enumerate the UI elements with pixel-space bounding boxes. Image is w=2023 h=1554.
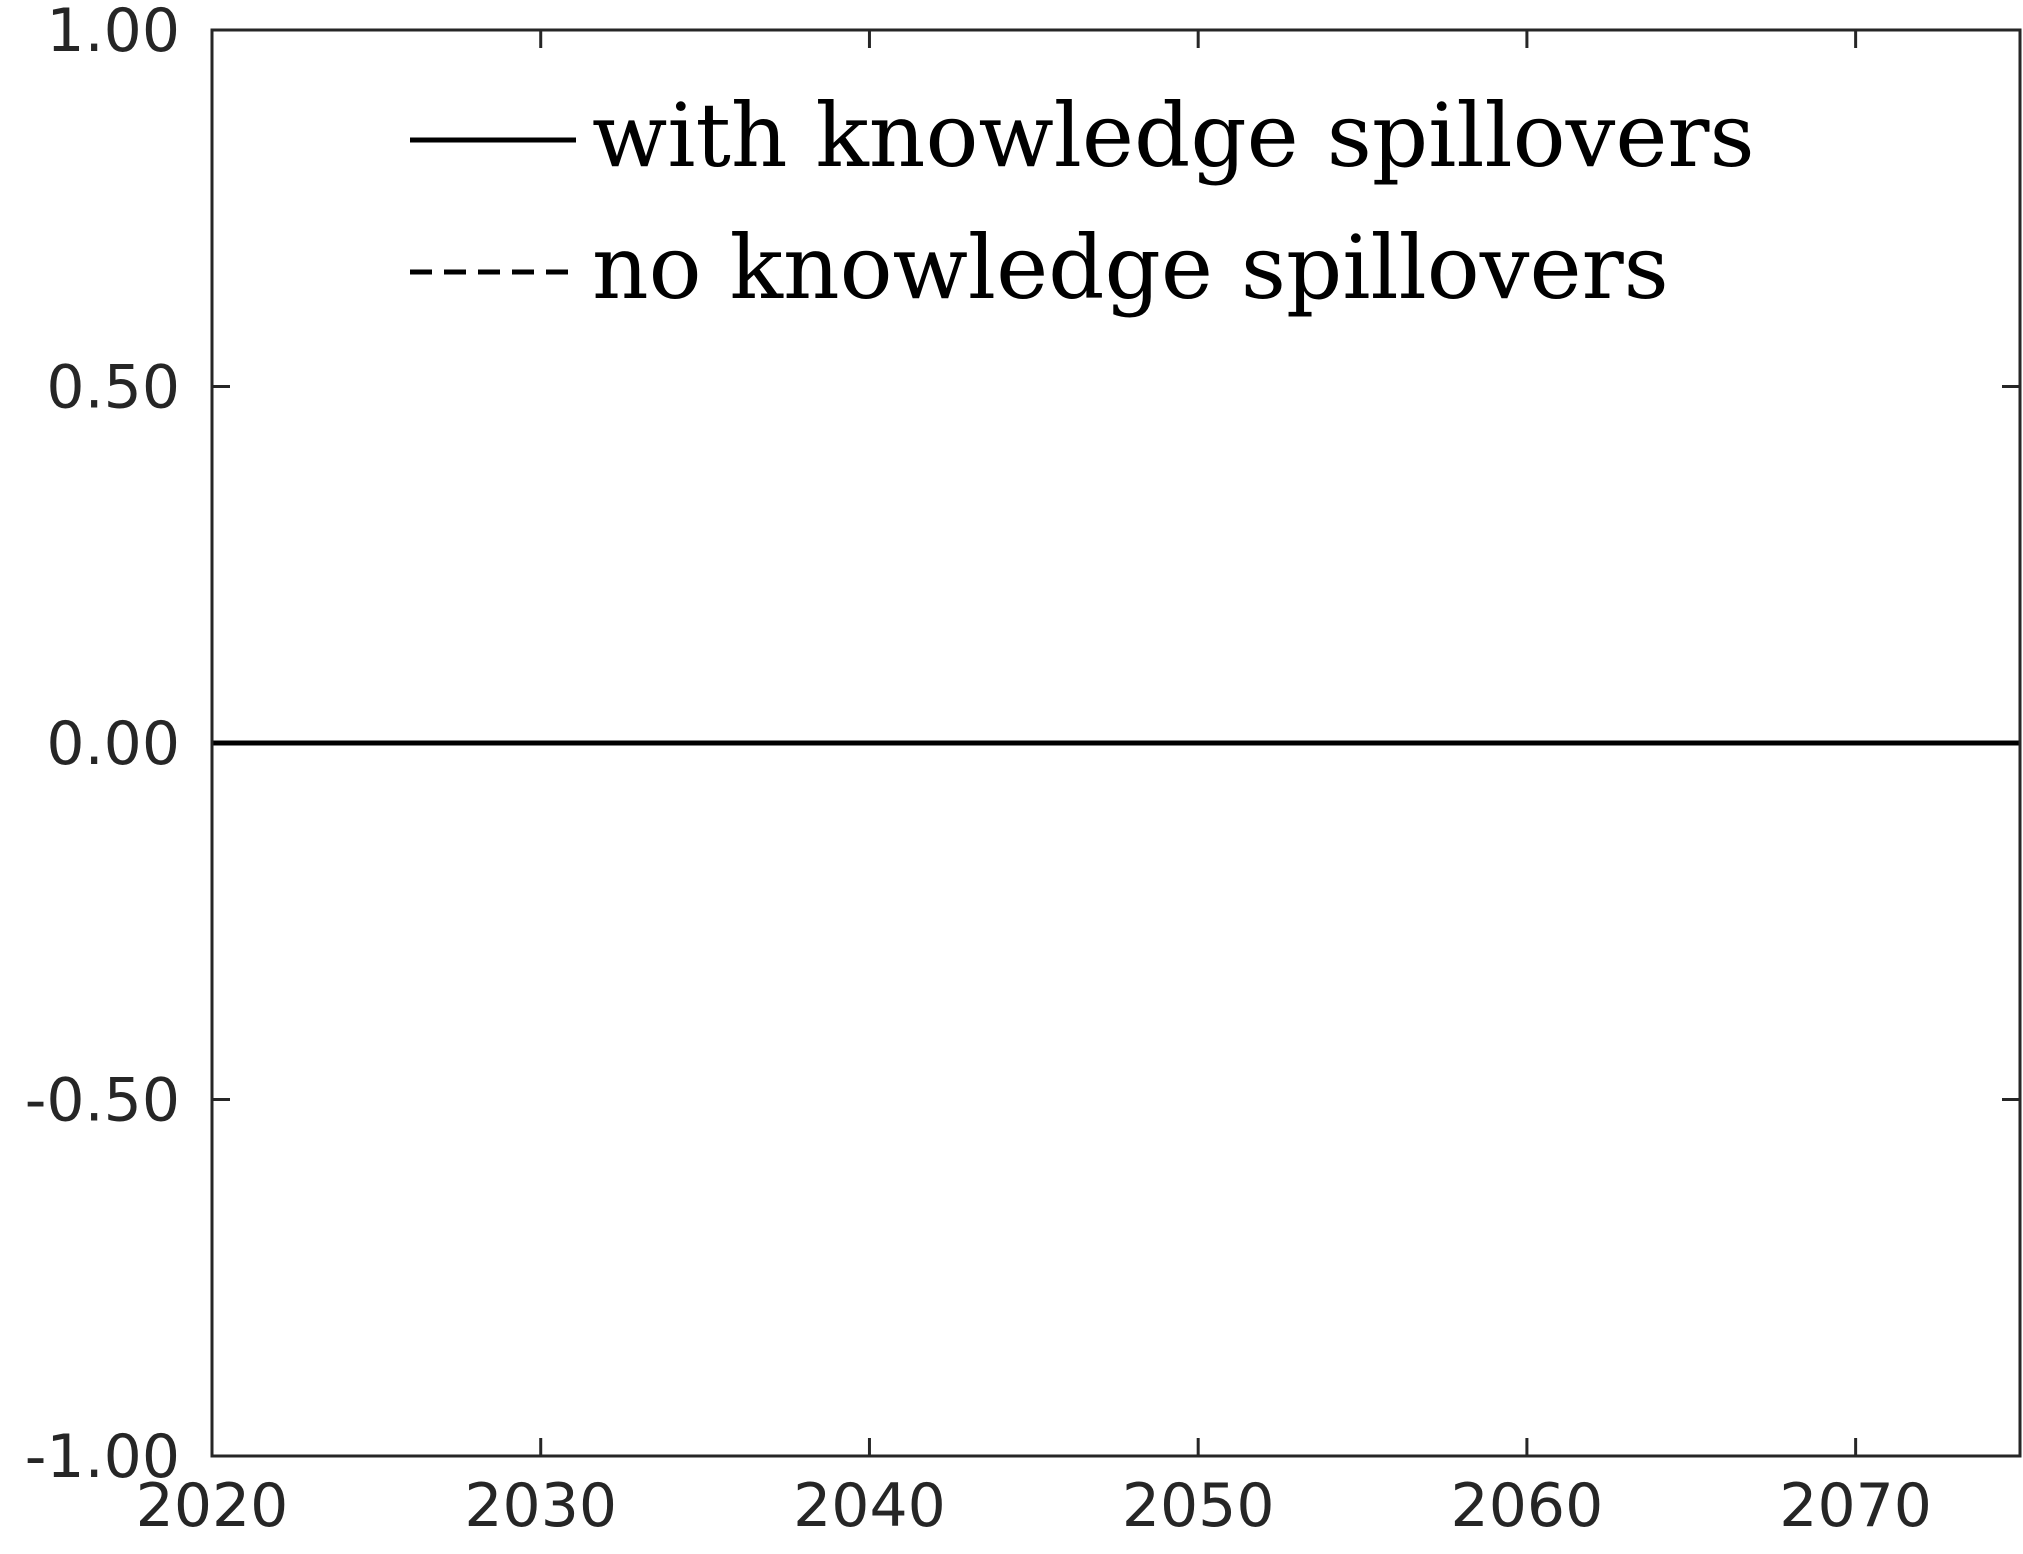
x-axis: 2020 2030 2040 2050 2060 2070 (136, 30, 1932, 1541)
x-tick-label: 2070 (1779, 1471, 1932, 1541)
legend-label: with knowledge spillovers (592, 84, 1755, 187)
x-tick-label: 2050 (1122, 1471, 1275, 1541)
x-tick-label: 2030 (464, 1471, 617, 1541)
x-tick-label: 2060 (1451, 1471, 1604, 1541)
y-tick-label: 0.00 (46, 709, 180, 779)
y-tick-label: 1.00 (46, 0, 180, 66)
y-tick-label: -1.00 (25, 1422, 180, 1492)
y-axis: -1.00 -0.50 0.00 0.50 1.00 (25, 0, 2020, 1492)
legend: with knowledge spillovers no knowledge sp… (410, 84, 1755, 319)
legend-label: no knowledge spillovers (592, 216, 1669, 319)
plot-frame (210, 28, 2022, 1458)
x-tick-label: 2040 (793, 1471, 946, 1541)
y-tick-label: 0.50 (46, 353, 180, 423)
x-tick-label: 2020 (136, 1471, 289, 1541)
y-tick-label: -0.50 (25, 1066, 180, 1136)
